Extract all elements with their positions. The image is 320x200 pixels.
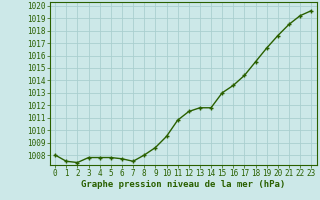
X-axis label: Graphe pression niveau de la mer (hPa): Graphe pression niveau de la mer (hPa) [81,180,285,189]
